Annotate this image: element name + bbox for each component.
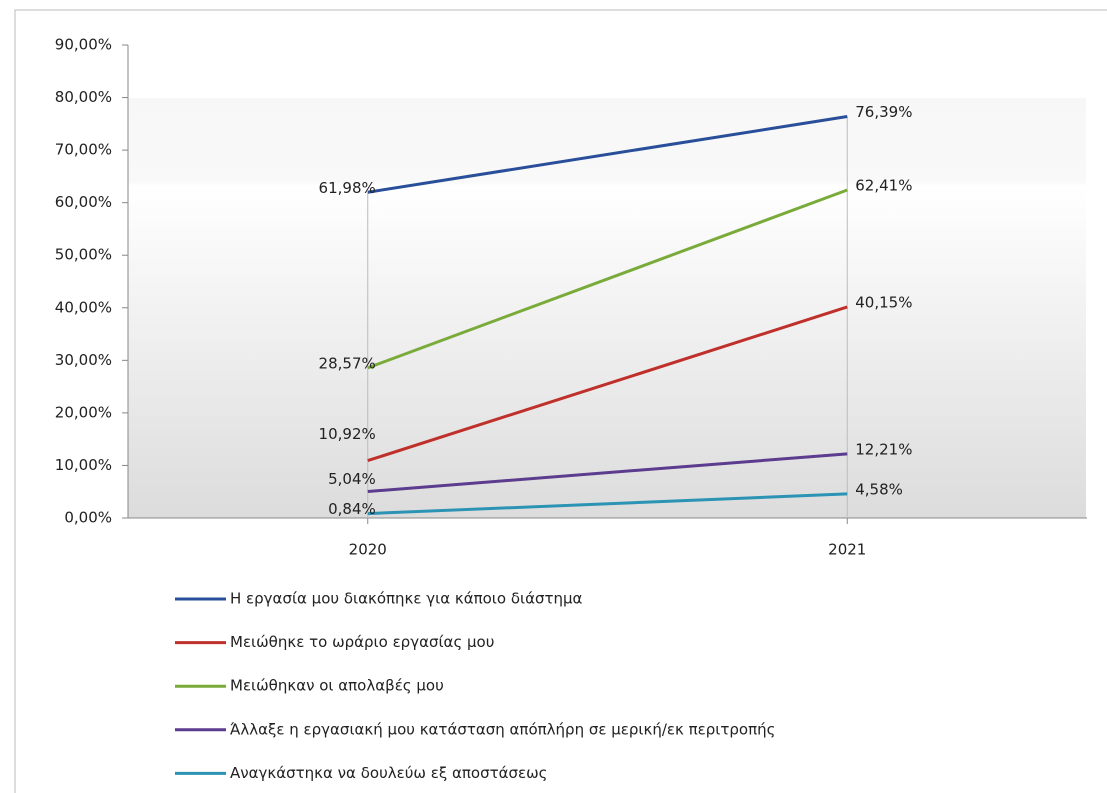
y-tick-label: 60,00% <box>55 193 112 211</box>
data-label: 61,98% <box>319 179 376 197</box>
y-tick-label: 90,00% <box>55 36 112 54</box>
series-line <box>367 115 848 194</box>
series-line <box>367 452 848 494</box>
x-tick-label: 2020 <box>349 541 387 559</box>
data-label: 4,58% <box>855 480 903 498</box>
data-label: 40,15% <box>855 293 912 311</box>
y-tick-label: 30,00% <box>55 351 112 369</box>
y-tick-label: 70,00% <box>55 141 112 159</box>
y-tick-label: 50,00% <box>55 246 112 264</box>
x-tick-label: 2021 <box>828 541 866 559</box>
frame <box>14 9 1107 793</box>
data-label: 62,41% <box>855 177 912 195</box>
data-label: 0,84% <box>328 500 376 518</box>
data-label: 28,57% <box>319 354 376 372</box>
legend-label: Αναγκάστηκα να δουλεύω εξ αποστάσεως <box>230 764 547 782</box>
y-tick-label: 80,00% <box>55 88 112 106</box>
legend-label: Η εργασία μου διακόπηκε για κάποιο διάστ… <box>230 590 583 608</box>
legend-label: Άλλαξε η εργασιακή μου κατάσταση απόπλήρ… <box>230 720 775 738</box>
y-tick-label: 20,00% <box>55 403 112 421</box>
data-label: 76,39% <box>855 103 912 121</box>
series-line <box>367 305 848 463</box>
plot-background <box>128 98 1086 518</box>
series-line <box>367 492 848 516</box>
legend-label: Μειώθηκε το ωράριο εργασίας μου <box>230 633 494 651</box>
series-line <box>367 188 848 370</box>
y-tick-label: 10,00% <box>55 456 112 474</box>
data-label: 10,92% <box>319 425 376 443</box>
data-label: 12,21% <box>855 440 912 458</box>
y-tick-label: 0,00% <box>64 509 112 527</box>
legend-label: Μειώθηκαν οι απολαβές μου <box>230 677 444 695</box>
y-tick-label: 40,00% <box>55 298 112 316</box>
data-label: 5,04% <box>328 470 376 488</box>
